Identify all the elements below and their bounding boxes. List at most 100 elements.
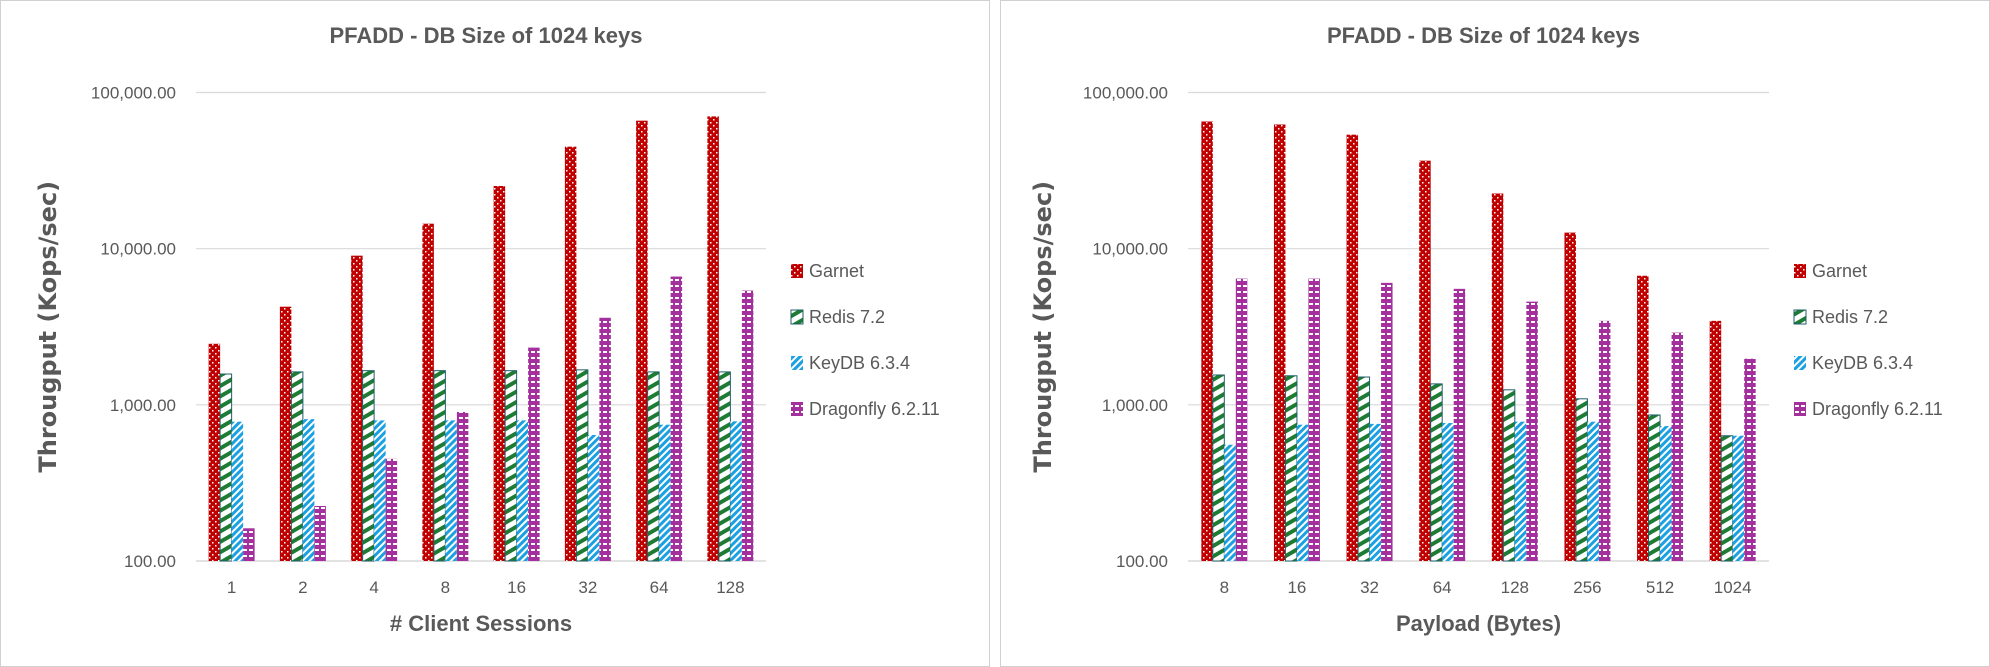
bar-redis [1430,383,1443,562]
bar-redis [219,373,233,562]
x-tick-label: 16 [1287,578,1306,597]
bar-garnet [493,185,506,562]
bar-keydb [730,421,742,561]
bar-redis [1720,435,1734,562]
legend-entry: KeyDB 6.3.4 [809,353,910,373]
bar-dragonfly [385,458,398,561]
legend-swatch [791,264,803,278]
bar-redis [1575,398,1588,562]
chart-panel-client-sessions: PFADD - DB Size of 1024 keys 100.00 1,000.… [0,0,990,667]
bar-garnet [636,120,648,562]
y-axis-label: Througput (Kops/sec) [34,181,62,473]
bar-keydb [1224,444,1236,561]
legend-swatch [1794,402,1806,416]
y-tick-label: 10,000.00 [1092,240,1168,259]
bar-garnet [1491,193,1504,561]
bar-redis [1357,376,1371,562]
bar-dragonfly [1526,301,1538,561]
bar-dragonfly [1381,282,1393,561]
bar-dragonfly [314,506,326,561]
bar-keydb [1732,435,1745,561]
legend-swatch [1794,264,1806,278]
bar-redis [1212,374,1225,562]
bar-redis [1648,414,1661,562]
bar-keydb [374,420,386,561]
bar-redis [504,370,518,562]
x-tick-label: 2 [298,578,307,597]
x-axis-label: Payload (Bytes) [1396,611,1561,636]
chart-title: PFADD - DB Size of 1024 keys [329,23,642,48]
bar-dragonfly [1453,288,1466,561]
bar-redis [362,370,375,562]
bar-dragonfly [456,411,469,561]
bar-keydb [1587,421,1599,561]
bar-chart: PFADD - DB Size of 1024 keys 100.00 1,000.… [1029,23,1943,636]
bar-garnet [1709,320,1722,561]
legend-entry: Redis 7.2 [809,307,885,327]
bar-keydb [1296,424,1309,561]
bar-garnet [1201,121,1213,561]
y-tick-label: 10,000.00 [100,240,176,259]
legend-entry: Dragonfly 6.2.11 [1812,399,1943,419]
x-tick-label: 1 [227,578,236,597]
bar-dragonfly [599,317,611,561]
y-tick-label: 100.00 [124,552,176,571]
bar-garnet [1273,124,1286,561]
x-tick-label: 16 [507,578,526,597]
bar-dragonfly [670,276,683,561]
x-tick-label: 8 [441,578,450,597]
bar-redis [1502,389,1516,562]
bar-redis [647,371,660,562]
legend-entry: Redis 7.2 [1812,307,1888,327]
bar-garnet [1419,160,1431,561]
bar-dragonfly [1235,278,1248,561]
chart-title: PFADD - DB Size of 1024 keys [1327,23,1640,48]
bar-keydb [1514,421,1527,561]
bar-keydb [659,424,671,561]
x-tick-label: 64 [1433,578,1452,597]
legend-swatch [790,309,804,325]
y-tick-label: 1,000.00 [110,396,176,415]
bar-keydb [587,434,600,561]
bar-keydb [516,420,529,561]
bar-redis [1284,375,1298,562]
y-tick-label: 100.00 [1116,552,1168,571]
x-tick-label: 256 [1573,578,1601,597]
x-tick-label: 8 [1220,578,1229,597]
bar-redis [718,371,731,562]
bar-garnet [1637,275,1649,561]
bar-redis [433,370,446,562]
bar-garnet [208,343,221,561]
bar-garnet [707,116,719,561]
bar-redis [290,371,304,562]
bar-garnet [1564,232,1576,561]
y-tick-label: 100,000.00 [1083,84,1168,103]
legend-swatch [791,356,803,370]
legend-swatch [791,402,803,416]
legend-entry: Garnet [809,261,864,281]
x-tick-label: 512 [1646,578,1674,597]
bar-chart: PFADD - DB Size of 1024 keys 100.00 1,000.… [34,23,940,636]
x-tick-label: 64 [650,578,669,597]
x-tick-label: 32 [578,578,597,597]
bar-keydb [1660,426,1672,561]
y-axis-label: Througput (Kops/sec) [1029,181,1057,473]
bar-dragonfly [1671,332,1684,561]
bar-keydb [1442,423,1454,561]
bar-dragonfly [243,528,255,561]
bar-garnet [351,255,363,561]
legend-entry: Dragonfly 6.2.11 [809,399,940,419]
x-axis-label: # Client Sessions [390,611,572,636]
bar-keydb [302,419,315,561]
bar-garnet [1346,134,1359,562]
bar-garnet [422,223,434,562]
bar-keydb [231,421,244,561]
x-tick-label: 32 [1360,578,1379,597]
y-tick-label: 100,000.00 [91,84,176,103]
legend-entry: Garnet [1812,261,1867,281]
x-tick-label: 1024 [1714,578,1752,597]
legend-swatch [1793,309,1807,325]
bar-dragonfly [741,290,754,561]
bar-dragonfly [1598,320,1611,561]
y-tick-label: 1,000.00 [1102,396,1168,415]
